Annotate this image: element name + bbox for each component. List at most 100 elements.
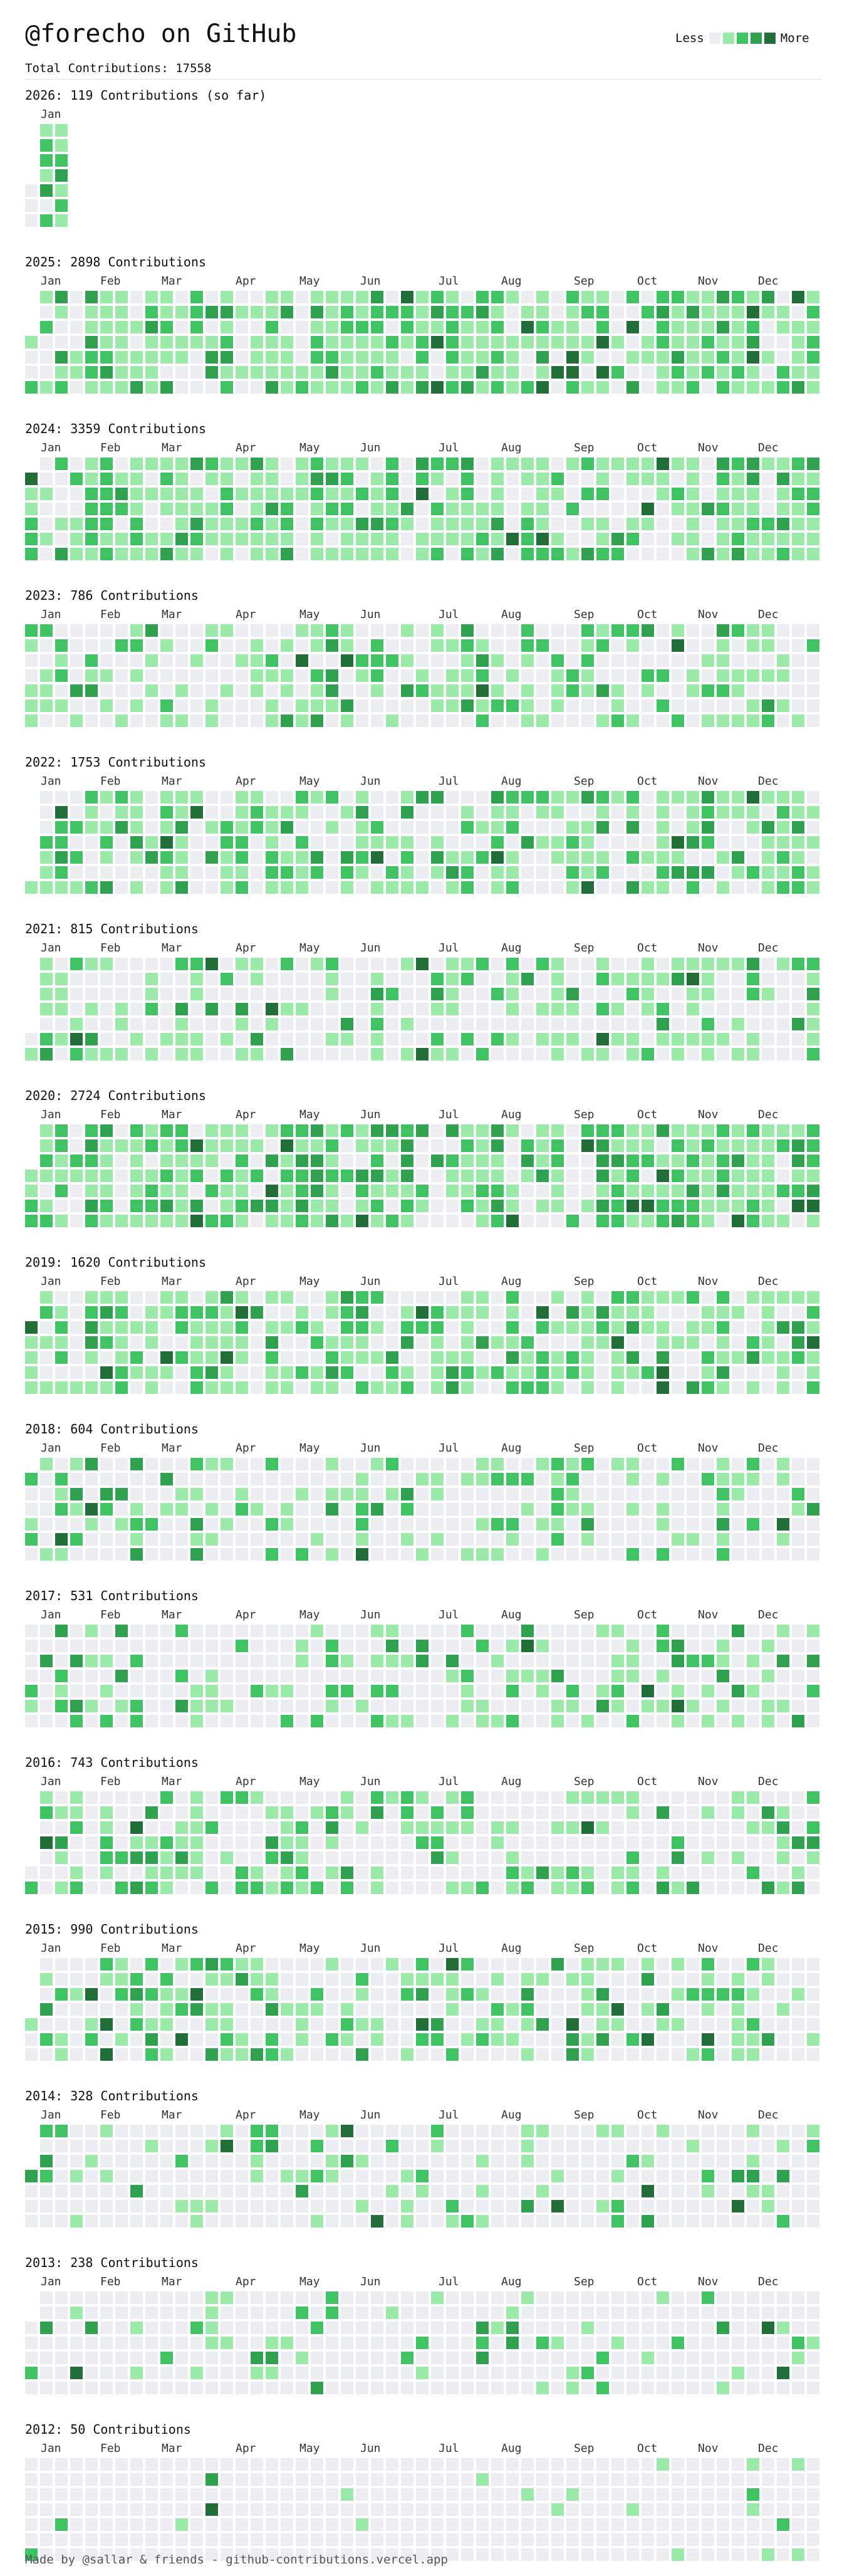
contribution-cell[interactable] [702,1139,714,1152]
contribution-cell[interactable] [296,866,308,879]
contribution-cell[interactable] [431,988,444,1000]
contribution-cell[interactable] [672,1336,684,1349]
contribution-cell[interactable] [596,2018,609,2031]
contribution-cell[interactable] [386,366,398,379]
contribution-cell[interactable] [777,669,789,682]
contribution-cell[interactable] [702,2200,714,2212]
contribution-cell[interactable] [386,1670,398,1682]
contribution-cell[interactable] [506,866,519,879]
contribution-cell[interactable] [371,1958,383,1971]
contribution-cell[interactable] [221,291,233,303]
contribution-cell[interactable] [115,1381,128,1394]
contribution-cell[interactable] [717,291,729,303]
contribution-cell[interactable] [611,2185,624,2197]
contribution-cell[interactable] [551,1625,564,1637]
contribution-cell[interactable] [642,306,654,318]
contribution-cell[interactable] [521,973,534,985]
contribution-cell[interactable] [536,669,549,682]
contribution-cell[interactable] [611,2382,624,2394]
contribution-cell[interactable] [626,1366,639,1379]
contribution-cell[interactable] [747,321,759,333]
contribution-cell[interactable] [190,2322,203,2334]
contribution-cell[interactable] [792,458,804,470]
contribution-cell[interactable] [205,503,218,515]
contribution-cell[interactable] [551,1306,564,1319]
contribution-cell[interactable] [386,1336,398,1349]
contribution-cell[interactable] [190,1018,203,1030]
contribution-cell[interactable] [85,2382,98,2394]
contribution-cell[interactable] [747,1640,759,1652]
contribution-cell[interactable] [566,1973,579,1986]
contribution-cell[interactable] [100,1306,113,1319]
contribution-cell[interactable] [115,2215,128,2228]
contribution-cell[interactable] [311,1351,323,1364]
contribution-cell[interactable] [626,1973,639,1986]
contribution-cell[interactable] [581,458,594,470]
contribution-cell[interactable] [205,1670,218,1682]
contribution-cell[interactable] [281,1958,293,1971]
contribution-cell[interactable] [386,1700,398,1712]
contribution-cell[interactable] [536,624,549,637]
contribution-cell[interactable] [596,2306,609,2319]
contribution-cell[interactable] [25,518,38,530]
contribution-cell[interactable] [626,881,639,894]
contribution-cell[interactable] [145,669,158,682]
contribution-cell[interactable] [281,1048,293,1060]
contribution-cell[interactable] [175,1170,188,1182]
contribution-cell[interactable] [115,1321,128,1334]
contribution-cell[interactable] [251,336,263,348]
contribution-cell[interactable] [55,1291,68,1304]
contribution-cell[interactable] [160,851,173,864]
contribution-cell[interactable] [296,1170,308,1182]
contribution-cell[interactable] [581,654,594,667]
contribution-cell[interactable] [266,1215,278,1227]
contribution-cell[interactable] [115,1003,128,1015]
contribution-cell[interactable] [100,533,113,545]
contribution-cell[interactable] [611,473,624,485]
contribution-cell[interactable] [506,1033,519,1045]
contribution-cell[interactable] [190,1655,203,1667]
contribution-cell[interactable] [386,1625,398,1637]
contribution-cell[interactable] [55,2215,68,2228]
contribution-cell[interactable] [281,2048,293,2061]
contribution-cell[interactable] [581,684,594,697]
contribution-cell[interactable] [747,1124,759,1137]
contribution-cell[interactable] [506,1170,519,1182]
contribution-cell[interactable] [55,503,68,515]
contribution-cell[interactable] [401,1851,413,1864]
contribution-cell[interactable] [160,1366,173,1379]
contribution-cell[interactable] [626,366,639,379]
contribution-cell[interactable] [221,1640,233,1652]
contribution-cell[interactable] [236,958,248,970]
contribution-cell[interactable] [266,2367,278,2379]
contribution-cell[interactable] [626,2215,639,2228]
contribution-cell[interactable] [461,1867,474,1879]
contribution-cell[interactable] [40,518,53,530]
contribution-cell[interactable] [85,1503,98,1516]
contribution-cell[interactable] [266,518,278,530]
contribution-cell[interactable] [476,1291,489,1304]
contribution-cell[interactable] [356,2200,368,2212]
contribution-cell[interactable] [446,1700,459,1712]
contribution-cell[interactable] [611,1154,624,1167]
contribution-cell[interactable] [506,473,519,485]
contribution-cell[interactable] [687,1503,699,1516]
contribution-cell[interactable] [281,1715,293,1727]
contribution-cell[interactable] [356,1336,368,1349]
contribution-cell[interactable] [747,2200,759,2212]
contribution-cell[interactable] [777,1988,789,2001]
contribution-cell[interactable] [461,351,474,364]
contribution-cell[interactable] [762,791,774,804]
contribution-cell[interactable] [717,806,729,819]
contribution-cell[interactable] [311,503,323,515]
contribution-cell[interactable] [160,973,173,985]
contribution-cell[interactable] [281,1548,293,1561]
contribution-cell[interactable] [25,1625,38,1637]
contribution-cell[interactable] [672,1973,684,1986]
contribution-cell[interactable] [115,1170,128,1182]
contribution-cell[interactable] [491,2306,504,2319]
contribution-cell[interactable] [70,715,83,727]
contribution-cell[interactable] [251,2367,263,2379]
contribution-cell[interactable] [807,684,819,697]
contribution-cell[interactable] [762,306,774,318]
